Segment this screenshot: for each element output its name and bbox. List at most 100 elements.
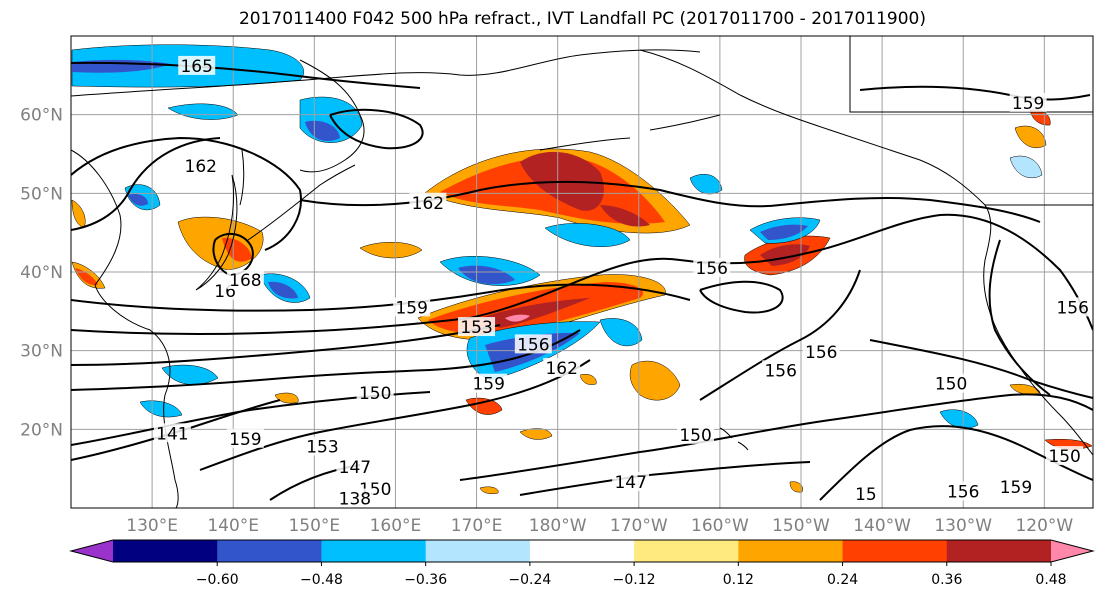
- contour-label: 159: [472, 375, 504, 395]
- contour-label: 147: [614, 473, 646, 493]
- contour-label: 159: [1000, 478, 1032, 498]
- contour-label: 159: [395, 298, 427, 318]
- longitude-tick-label: 160°W: [691, 516, 749, 536]
- contour-label-background: [944, 481, 982, 501]
- contour-label-background: [182, 155, 220, 175]
- contour-label-background: [932, 373, 970, 393]
- contour-label: 156: [805, 343, 837, 363]
- contour-label: 150: [359, 384, 391, 404]
- contour-162-ring: [329, 108, 424, 150]
- contour-label-background: [393, 297, 431, 317]
- contour-label: 156: [696, 259, 728, 279]
- contour-label-background: [997, 476, 1035, 496]
- contour-label-background: [693, 258, 731, 278]
- colorbar-tick-label: −0.24: [508, 572, 551, 588]
- colorbar-segment: [946, 540, 1052, 562]
- contour-159-gulf: [859, 85, 1091, 101]
- longitude-tick-label: 150°W: [772, 516, 830, 536]
- contour-label: 156: [517, 335, 549, 355]
- colorbar-tick-label: 0.12: [723, 572, 754, 588]
- coastline-aleutians: [539, 114, 721, 151]
- longitude-tick-label: 140°W: [853, 516, 911, 536]
- longitude-tick-label: 150°E: [288, 516, 340, 536]
- contour-label: 156: [947, 482, 979, 502]
- contour-156-east: [699, 269, 861, 401]
- longitude-tick-label: 130°E: [126, 516, 178, 536]
- contour-label-background: [852, 483, 879, 503]
- colorbar-segment: [321, 540, 427, 562]
- contour-156-coast: [988, 239, 1051, 396]
- contour-150-a: [71, 329, 581, 391]
- colorbar-tick-label: 0.24: [827, 572, 858, 588]
- contour-168-japan: [212, 232, 254, 277]
- colorbar-tick-label: −0.60: [196, 572, 239, 588]
- colorbar-segment: [738, 540, 844, 562]
- contour-label-background: [226, 269, 264, 289]
- contour-label: 147: [339, 458, 371, 478]
- contour-162-north: [71, 136, 302, 251]
- map-title: 2017011400 F042 500 hPa refract., IVT La…: [238, 9, 926, 29]
- contour-label-background: [543, 357, 581, 377]
- contour-label: 150: [679, 426, 711, 446]
- contour-label-background: [762, 360, 800, 380]
- contour-label-background: [226, 428, 264, 448]
- colorbar-outline: [69, 539, 1095, 563]
- contour-label-background: [336, 488, 374, 508]
- contour-label: 141: [156, 424, 188, 444]
- colorbar: −0.60 −0.48 −0.36 −0.24 −0.12 0.12 0.24 0.36 0.4…: [69, 539, 1095, 588]
- map-frame: [70, 35, 1094, 509]
- contour-label: 162: [412, 194, 444, 214]
- contour-150-b: [459, 393, 1093, 481]
- latitude-labels: 20°N 30°N 40°N 50°N 60°N: [20, 106, 63, 441]
- coastline-siberia: [71, 49, 701, 97]
- colorbar-segment: [842, 540, 948, 562]
- contour-label: 162: [185, 157, 217, 177]
- contour-label-background: [458, 317, 496, 337]
- contour-label-background: [178, 55, 216, 75]
- latitude-tick-label: 30°N: [20, 342, 63, 362]
- colorbar-tick-label: 0.48: [1035, 572, 1066, 588]
- contour-label: 165: [180, 57, 212, 77]
- contour-label-background: [677, 424, 715, 444]
- longitude-tick-label: 160°E: [370, 516, 422, 536]
- colorbar-tick-label: −0.12: [613, 572, 656, 588]
- coastline-alaska: [639, 49, 1093, 456]
- contour-156: [71, 213, 1093, 336]
- contour-label-background: [802, 342, 840, 362]
- colorbar-segment: [217, 540, 322, 562]
- contour-label: 15: [855, 485, 877, 505]
- contour-label: 153: [460, 318, 492, 338]
- longitude-tick-label: 170°E: [451, 516, 503, 536]
- contour-label-background: [1046, 446, 1084, 466]
- us-canada-border: [849, 36, 1093, 206]
- longitude-tick-label: 130°W: [934, 516, 992, 536]
- colorbar-tick-label: 0.36: [931, 572, 962, 588]
- contour-label: 162: [545, 359, 577, 379]
- longitude-tick-label: 170°W: [610, 516, 668, 536]
- colorbar-segment: [425, 540, 531, 562]
- longitude-tick-label: 120°W: [1015, 516, 1073, 536]
- contour-label-background: [1054, 297, 1092, 317]
- contour-label-background: [514, 334, 552, 354]
- coastline-japan: [195, 174, 238, 291]
- colorbar-extend-high: [1051, 540, 1093, 562]
- colorbar-segment: [529, 540, 635, 562]
- contour-label: 150: [1048, 447, 1080, 467]
- longitude-tick-label: 140°E: [207, 516, 259, 536]
- contour-label: 150: [935, 375, 967, 395]
- contour-label: 156: [1056, 298, 1088, 318]
- colorbar-segment: [634, 540, 739, 562]
- contour-159-south: [199, 359, 591, 471]
- latitude-tick-label: 50°N: [20, 184, 63, 204]
- longitude-tick-label: 180°W: [529, 516, 587, 536]
- positive-anomaly-japan: [71, 199, 264, 289]
- longitude-labels: 130°E 140°E 150°E 160°E 170°E 180°W 170°W 160°W…: [126, 516, 1073, 536]
- latitude-tick-label: 60°N: [20, 106, 63, 126]
- contour-label-background: [153, 423, 191, 443]
- contour-label-background: [612, 472, 650, 492]
- coastline-kuril-islands: [247, 164, 356, 241]
- contour-label: 156: [764, 361, 796, 381]
- contour-label-background: [336, 457, 374, 477]
